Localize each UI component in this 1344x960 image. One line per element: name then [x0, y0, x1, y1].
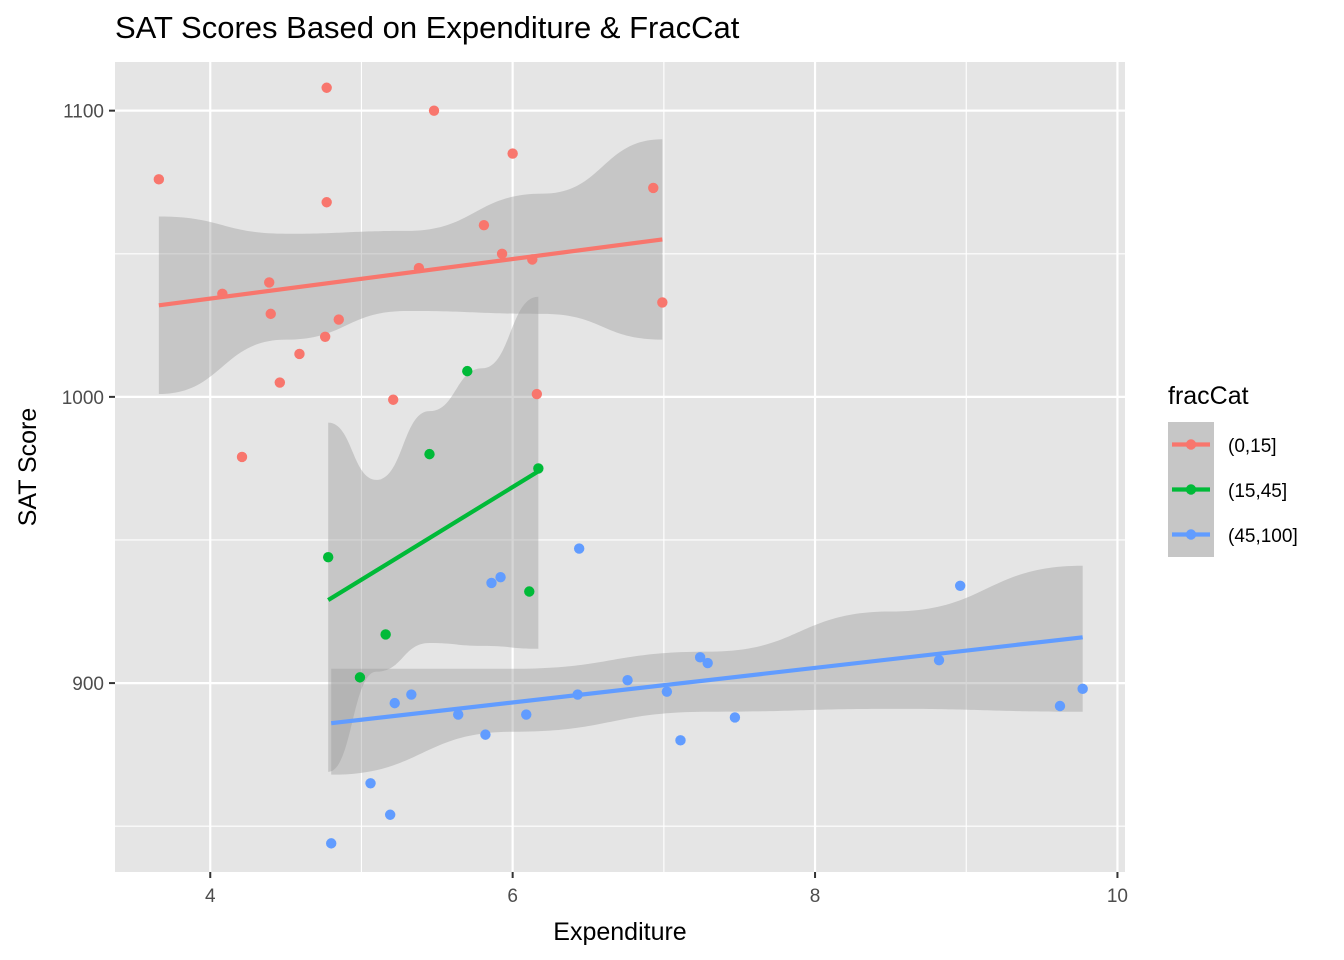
data-point	[694, 652, 706, 663]
x-axis-tick-label: 8	[810, 886, 821, 907]
data-point	[702, 657, 713, 669]
y-axis-tick-label: 900	[72, 674, 104, 695]
data-point	[480, 729, 491, 740]
axes: 4 6 8 10 900 1000 1100	[62, 102, 1128, 907]
data-point	[388, 394, 399, 405]
data-point	[384, 809, 396, 820]
fit-line	[158, 237, 663, 308]
y-axis-tick-label: 1000	[62, 388, 104, 409]
data-point	[507, 148, 518, 159]
data-point	[933, 654, 945, 666]
legend-key	[1168, 422, 1214, 467]
data-point	[319, 331, 331, 342]
data-point	[657, 297, 668, 308]
data-point	[326, 838, 337, 849]
data-point	[954, 580, 966, 591]
confidence-ribbon	[331, 565, 1083, 775]
data-point	[661, 686, 673, 697]
data-point	[531, 388, 543, 400]
data-point	[365, 778, 376, 789]
legend-key-point	[1185, 439, 1197, 450]
fit-line	[330, 635, 1083, 726]
data-point	[264, 277, 275, 288]
legend-key	[1168, 512, 1214, 557]
legend-key-point	[1185, 529, 1197, 540]
x-axis-tick-label: 4	[205, 886, 216, 907]
y-axis-tick-label: 1100	[63, 102, 104, 123]
grid-minor	[115, 62, 1125, 872]
data-point	[321, 82, 332, 93]
fit-lines	[158, 237, 1083, 726]
data-point	[496, 248, 508, 259]
data-point	[478, 219, 490, 231]
data-point	[1054, 700, 1066, 712]
data-point	[521, 709, 532, 720]
data-point	[729, 712, 741, 723]
legend-label: (45,100]	[1228, 526, 1298, 547]
data-point	[573, 543, 585, 554]
legend: fracCat (0,15] (15,45] (45,100]	[1168, 382, 1298, 557]
data-point	[648, 182, 659, 194]
y-axis-label: SAT Score	[14, 408, 42, 527]
data-point	[380, 629, 391, 640]
legend-key-point	[1185, 484, 1197, 495]
data-point	[153, 174, 165, 185]
chart-title: SAT Scores Based on Expenditure & FracCa…	[115, 10, 740, 45]
data-point	[389, 697, 400, 709]
legend-label: (15,45]	[1228, 481, 1287, 502]
data-point	[274, 377, 286, 388]
fit-line	[327, 469, 540, 602]
data-point	[1077, 683, 1088, 695]
data-point	[495, 571, 506, 583]
confidence-ribbon	[158, 139, 663, 395]
data-point	[294, 348, 305, 360]
data-point	[428, 105, 440, 116]
x-axis-tick-label: 10	[1107, 886, 1128, 907]
data-point	[453, 709, 464, 720]
x-axis-label: Expenditure	[553, 918, 686, 946]
data-point	[486, 577, 497, 589]
data-point	[462, 365, 473, 377]
data-point	[265, 308, 276, 320]
legend-title: fracCat	[1168, 382, 1249, 410]
legend-label: (0,15]	[1228, 436, 1277, 457]
grid-major	[115, 62, 1125, 872]
data-point	[354, 672, 366, 683]
data-point	[675, 735, 686, 746]
legend-key	[1168, 467, 1214, 512]
data-point	[333, 314, 344, 325]
data-point	[406, 689, 417, 700]
x-axis-tick-label: 6	[507, 886, 518, 907]
data-point	[424, 448, 435, 460]
data-point	[236, 451, 248, 463]
plot-panel	[115, 62, 1125, 872]
data-point	[622, 675, 633, 686]
data-point	[322, 551, 334, 563]
data-point	[524, 586, 535, 597]
data-point	[321, 197, 332, 208]
